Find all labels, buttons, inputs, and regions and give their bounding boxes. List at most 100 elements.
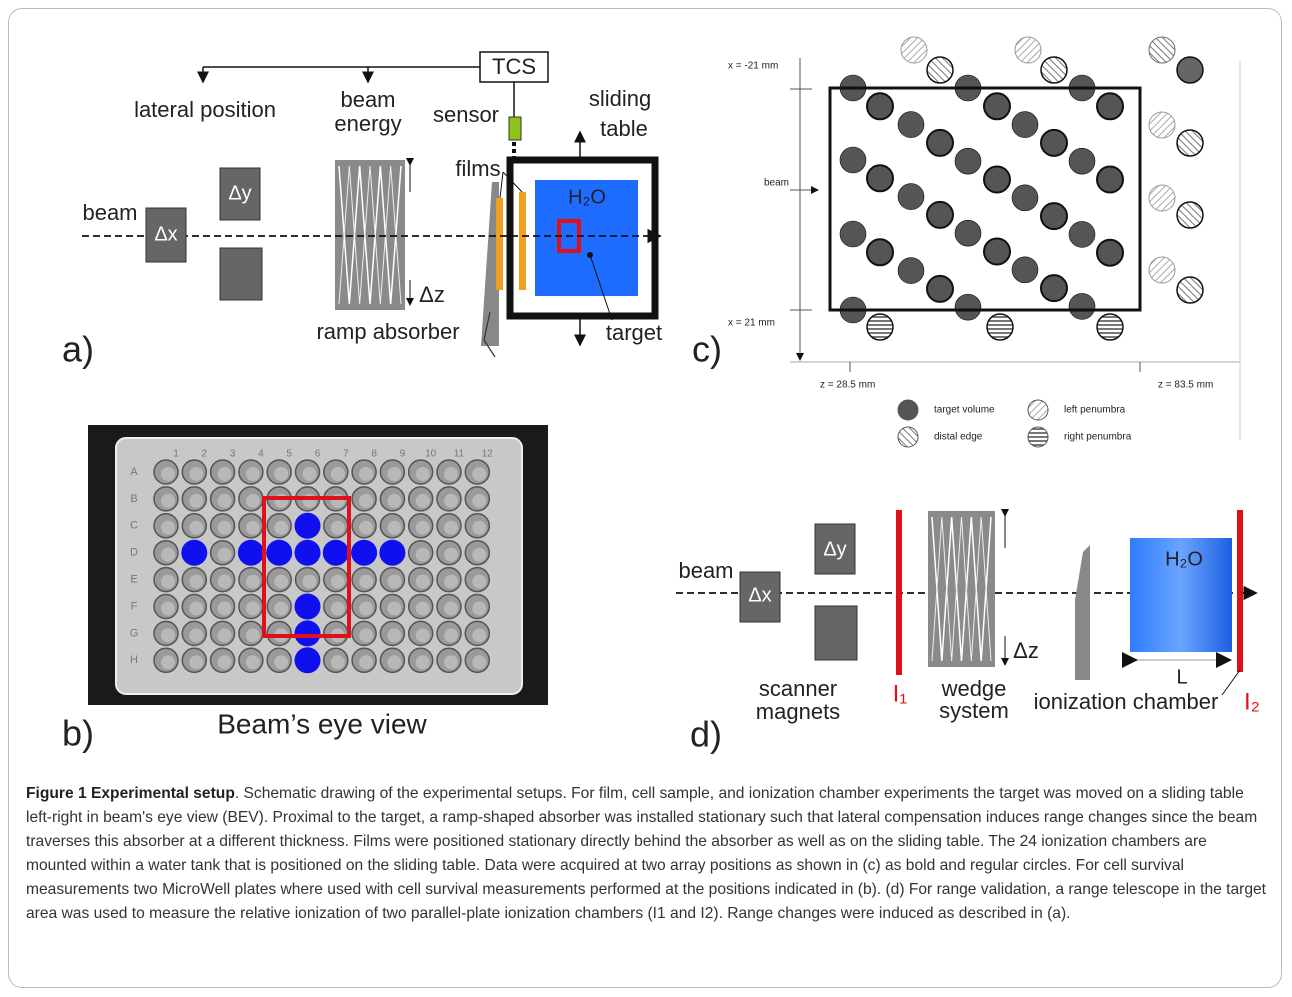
well-inner [161,494,175,508]
films-label: films [455,156,500,181]
well-inner [189,467,203,481]
beam-label: beam [82,200,137,225]
column-number: 10 [425,449,437,460]
well-inner [189,602,203,616]
row-letter: D [130,547,138,559]
sample-position [266,540,292,566]
distal-edge [1149,37,1175,63]
well-inner [444,548,458,562]
dx-label: Δx [154,223,177,245]
right-penumbra [987,314,1013,340]
sample-position [295,647,321,673]
legend-label: distal edge [934,432,983,443]
beam-c: beam [764,178,789,189]
dy-label: Δy [228,182,251,204]
target-volume [1097,167,1123,193]
sample-position [323,540,349,566]
wedge-d [928,511,995,667]
target-volume [867,165,893,191]
scanner-magnets: scanner [759,676,837,701]
water-d: H₂O [1165,548,1203,570]
well-inner [416,628,430,642]
well-inner [387,494,401,508]
well-inner [246,655,260,669]
well-inner [161,575,175,589]
target-volume [1012,112,1038,138]
ramp-absorber-d [1075,545,1090,680]
well-inner [472,548,486,562]
target-volume [1069,148,1095,174]
sample-position [295,540,321,566]
film [519,192,526,290]
target-volume [1012,257,1038,283]
column-number: 9 [400,449,406,460]
target-volume [984,167,1010,193]
legend-label: right penumbra [1064,432,1132,443]
wedge-system: system [939,698,1009,723]
sample-position [295,513,321,539]
column-number: 3 [230,449,236,460]
tcs-label: TCS [492,54,536,79]
sample-position [379,540,405,566]
well-inner [444,602,458,616]
legend-swatch [1028,427,1048,447]
well-inner [189,575,203,589]
line [1222,670,1240,695]
panel-b-label: b) [62,713,94,754]
well-inner [444,628,458,642]
target-volume [840,147,866,173]
legend-label: left penumbra [1064,405,1126,416]
sample-position [351,540,377,566]
column-number: 8 [371,449,377,460]
sample-position [181,540,207,566]
row-letter: A [130,466,138,478]
target-volume [898,184,924,210]
caption-text: . Schematic drawing of the experimental … [26,785,1266,922]
beam-d: beam [678,558,733,583]
length-label: L [1176,666,1187,688]
column-number: 2 [202,449,208,460]
sample-position [295,620,321,646]
well-inner [161,467,175,481]
well-inner [274,602,288,616]
dz-label: Δz [419,282,445,307]
target-volume [955,294,981,320]
target-volume [867,93,893,119]
well-inner [472,521,486,535]
row-letter: F [131,600,138,612]
well-inner [331,575,345,589]
ionization-chamber: ionization chamber [1034,689,1219,714]
dy-d: Δy [823,538,846,560]
beam-energy: energy [334,111,401,136]
target-volume [898,112,924,138]
target-volume [1069,221,1095,247]
well-inner [472,467,486,481]
column-number: 12 [482,449,494,460]
z-right: z = 83.5 mm [1158,380,1213,391]
column-number: 7 [343,449,349,460]
scanner-y-lower-d [815,606,857,660]
well-inner [218,575,232,589]
row-letter: C [130,520,138,532]
sample-position [238,540,264,566]
target-volume [984,93,1010,119]
well-inner [359,575,373,589]
well-inner [359,602,373,616]
distal-edge [1177,57,1203,83]
well-inner [189,628,203,642]
well-inner [444,655,458,669]
panel-c-label: c) [692,329,722,370]
well-inner [331,602,345,616]
well-inner [387,521,401,535]
target-volume [898,258,924,284]
target-volume [955,220,981,246]
caption-title: Figure 1 Experimental setup [26,785,235,802]
well-inner [359,494,373,508]
well-inner [218,494,232,508]
scanner-magnets: magnets [756,699,840,724]
well-inner [218,521,232,535]
lateral-position: lateral position [134,97,276,122]
target-volume [867,239,893,265]
well-inner [444,521,458,535]
